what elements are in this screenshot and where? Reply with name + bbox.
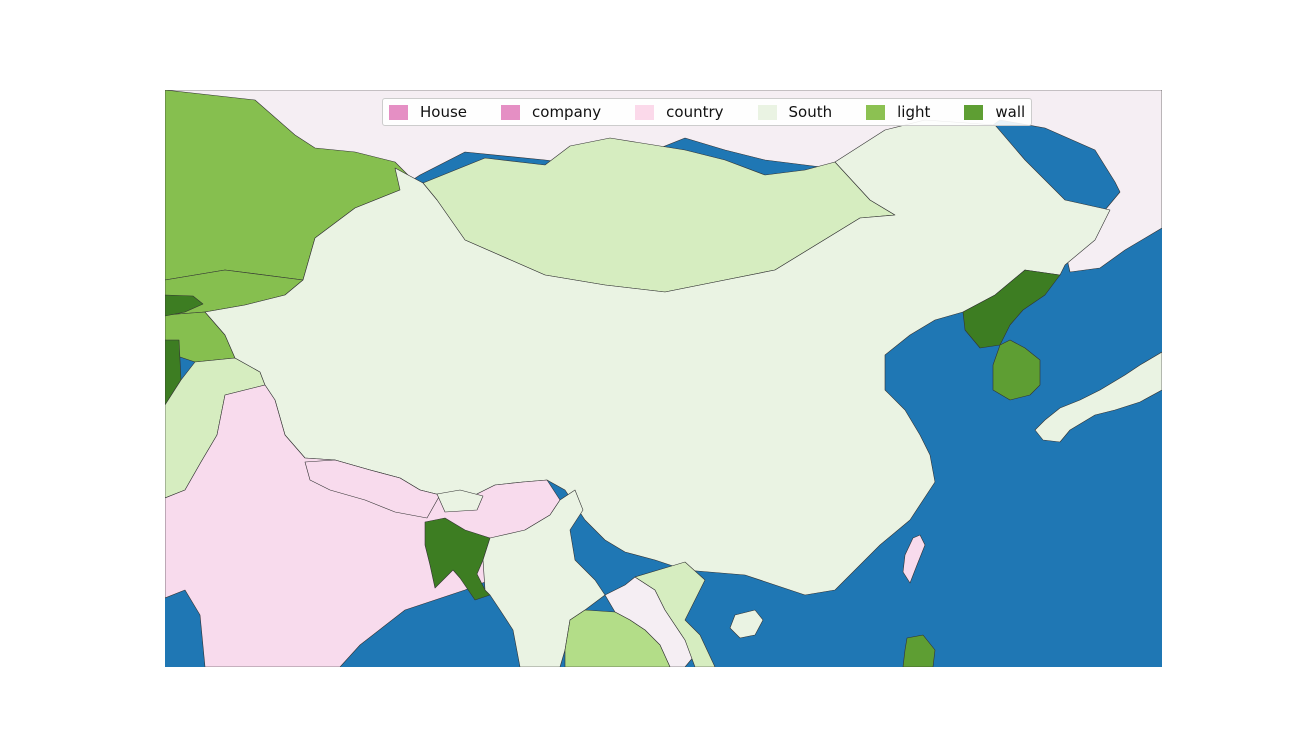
map-svg [165,90,1162,667]
region-india [165,384,561,667]
legend-swatch [866,104,886,120]
legend-item[interactable]: country [635,103,724,121]
region-philippines [902,634,936,667]
legend-swatch [635,104,655,120]
legend-item[interactable]: company [501,103,601,121]
region-vietnam [634,561,716,667]
legend-swatch [757,104,777,120]
legend-swatch [389,104,408,120]
legend-item[interactable]: wall [964,103,1025,121]
region-bangladesh [424,517,491,601]
legend-label: South [788,103,833,121]
legend-label: light [897,103,931,121]
legend-label: company [532,103,602,121]
region-japan [1034,351,1162,443]
region-nepal [304,459,441,519]
region-south-korea [992,339,1041,401]
region-taiwan [902,534,926,584]
region-thailand [564,609,671,667]
map-canvas[interactable] [165,90,1162,667]
legend: House company country South light wall [382,98,1033,126]
legend-swatch [501,104,521,120]
legend-item[interactable]: light [866,103,930,121]
region-north-korea [962,269,1061,349]
region-hainan [729,609,764,639]
legend-item[interactable]: House [389,103,467,121]
legend-item[interactable]: South [757,103,833,121]
legend-label: country [666,103,724,121]
legend-label: House [420,103,468,121]
legend-label: wall [995,103,1026,121]
legend-swatch [964,104,984,120]
region-bhutan [436,489,484,513]
